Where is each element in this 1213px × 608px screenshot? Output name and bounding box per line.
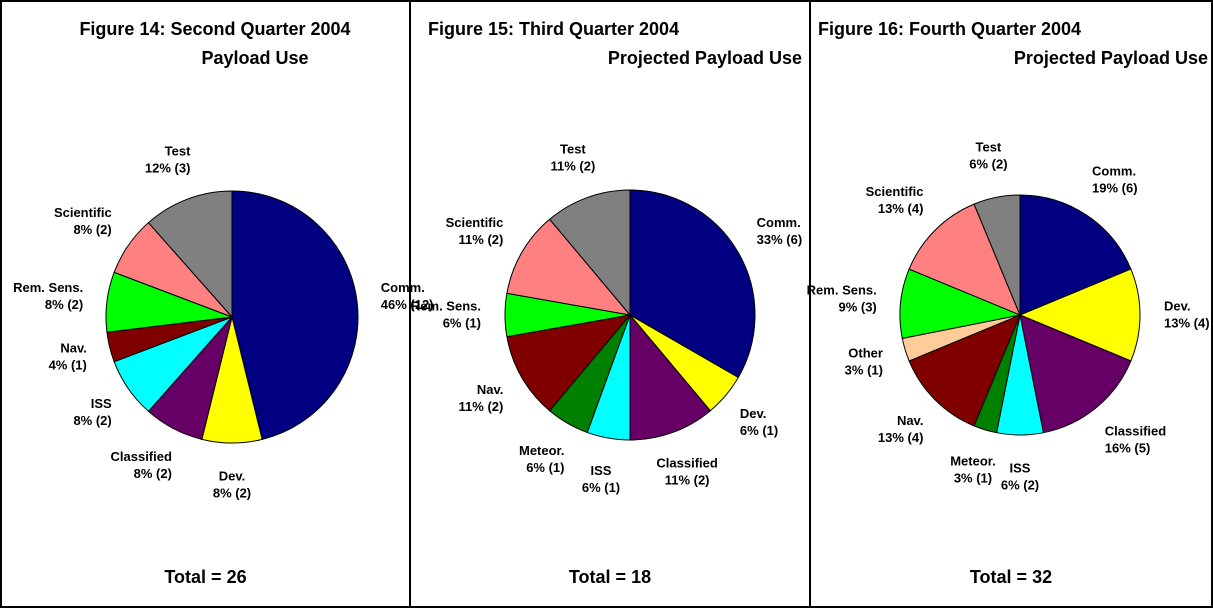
chart-title: Figure 15: Third Quarter 2004 — [428, 19, 679, 39]
pie-slice — [548, 189, 631, 317]
slice-label: Scientific — [866, 184, 924, 199]
slice-value-label: 11% (2) — [459, 399, 504, 414]
chart-title: Figure 16: Fourth Quarter 2004 — [818, 19, 1081, 39]
slice-label: Scientific — [54, 205, 112, 220]
chart-panel: Figure 15: Third Quarter 2004 Projected P… — [409, 0, 811, 608]
slice-label: Test — [165, 143, 191, 158]
slice-value-label: 8% (2) — [213, 485, 251, 500]
slice-value-label: 12% (3) — [145, 160, 191, 175]
slice-value-label: 13% (4) — [1164, 315, 1210, 330]
slice-label: Dev. — [1164, 298, 1191, 313]
slice-value-label: 19% (6) — [1092, 181, 1138, 196]
slice-label: Rem. Sens. — [807, 283, 877, 298]
slice-value-label: 13% (4) — [878, 201, 924, 216]
slice-label: Test — [560, 142, 586, 157]
slice-label: ISS — [1010, 460, 1031, 475]
slice-value-label: 6% (2) — [1001, 477, 1039, 492]
slice-value-label: 6% (1) — [443, 315, 481, 330]
slice-value-label: 8% (2) — [73, 222, 111, 237]
chart-footer: Total = 18 — [569, 567, 651, 587]
slice-label: Scientific — [446, 215, 504, 230]
slice-value-label: 11% (2) — [550, 159, 595, 174]
slice-label: ISS — [591, 463, 612, 478]
slice-label: Meteor. — [519, 443, 565, 458]
slice-value-label: 8% (2) — [134, 466, 172, 481]
slice-value-label: 6% (1) — [526, 460, 564, 475]
slice-label: Meteor. — [950, 453, 996, 468]
slice-value-label: 6% (1) — [740, 423, 778, 438]
slice-label: Comm. — [381, 280, 425, 295]
pie-slice — [1019, 194, 1132, 316]
chart-panel: Figure 16: Fourth Quarter 2004 Projected … — [807, 0, 1213, 608]
slice-value-label: 13% (4) — [878, 430, 924, 445]
slice-value-label: 16% (5) — [1105, 441, 1151, 456]
pie-slice — [973, 194, 1021, 316]
slice-value-label: 8% (2) — [73, 413, 111, 428]
chart-title: Payload Use — [201, 48, 308, 68]
pie-slice — [908, 203, 1021, 316]
slice-value-label: 4% (1) — [49, 358, 87, 373]
slice-label: Dev. — [219, 468, 246, 483]
slice-value-label: 6% (1) — [582, 480, 620, 495]
slice-value-label: 9% (3) — [838, 300, 876, 315]
slice-value-label: 6% (2) — [969, 157, 1007, 172]
slice-value-label: 3% (1) — [845, 362, 883, 377]
pie-slice — [231, 190, 359, 440]
pie-slice — [1018, 268, 1141, 362]
slice-label: Comm. — [757, 215, 801, 230]
slice-value-label: 11% (2) — [665, 472, 710, 487]
slice-value-label: 46% (12) — [381, 297, 434, 312]
pie-slice — [629, 189, 756, 379]
chart-footer: Total = 32 — [970, 567, 1052, 587]
slice-label: Test — [976, 140, 1002, 155]
slice-label: Rem. Sens. — [411, 298, 481, 313]
pie-slice — [629, 313, 712, 441]
slice-label: Classified — [656, 455, 717, 470]
pie-slice — [506, 314, 632, 412]
slice-label: Nav. — [60, 341, 87, 356]
slice-label: Classified — [111, 449, 172, 464]
slice-value-label: 3% (1) — [954, 470, 992, 485]
pie-slice — [1019, 314, 1132, 434]
slice-label: Rem. Sens. — [13, 280, 83, 295]
chart-title: Projected Payload Use — [1014, 48, 1208, 68]
chart-footer: Total = 26 — [164, 567, 246, 587]
chart-title: Projected Payload Use — [608, 48, 802, 68]
pie-slice — [147, 190, 233, 319]
slice-label: Nav. — [897, 413, 924, 428]
chart-title: Figure 14: Second Quarter 2004 — [79, 19, 350, 39]
slice-label: Nav. — [477, 382, 504, 397]
chart-panel: Figure 14: Second Quarter 2004 Payload Us… — [0, 0, 434, 608]
pie-slice — [506, 218, 632, 316]
pie-slice — [908, 314, 1021, 427]
slice-value-label: 11% (2) — [459, 232, 504, 247]
slice-label: ISS — [91, 396, 112, 411]
slice-value-label: 33% (6) — [757, 232, 803, 247]
slice-label: Dev. — [740, 406, 767, 421]
slice-value-label: 8% (2) — [45, 297, 83, 312]
slice-label: Other — [848, 345, 883, 360]
panel-border — [809, 0, 1213, 608]
slice-label: Comm. — [1092, 164, 1136, 179]
slice-label: Classified — [1105, 424, 1166, 439]
